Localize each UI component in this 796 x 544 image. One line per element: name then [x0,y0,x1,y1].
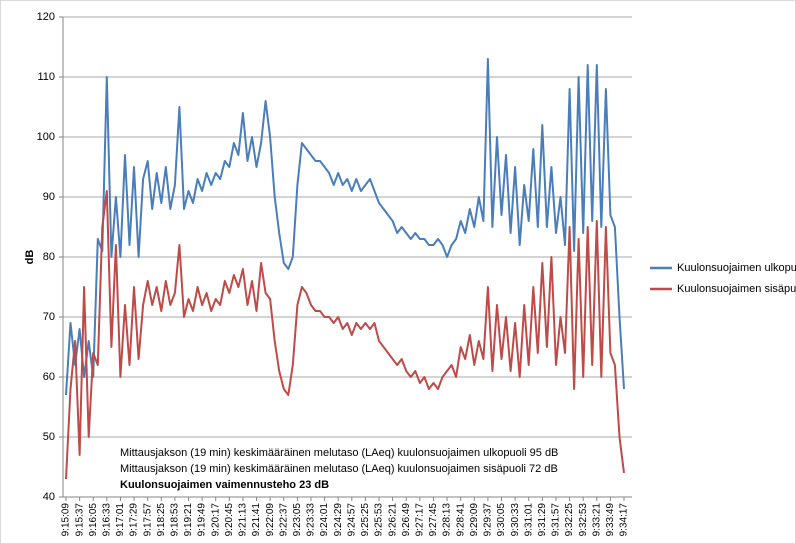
y-tick-label: 80 [43,251,55,263]
x-tick-label: 9:20:45 [224,503,235,537]
x-tick-label: 9:26:21 [387,503,398,537]
x-tick-label: 9:24:29 [333,503,344,537]
x-tick-label: 9:33:49 [605,503,616,537]
y-tick-label: 70 [43,311,55,323]
x-tick-label: 9:19:21 [183,503,194,537]
x-tick-label: 9:30:05 [496,503,507,537]
x-tick-label: 9:31:01 [523,503,534,537]
y-tick-label: 100 [37,131,55,143]
x-tick-label: 9:29:37 [483,503,494,537]
x-tick-label: 9:23:05 [292,503,303,537]
x-tick-label: 9:32:25 [564,503,575,537]
y-tick-label: 90 [43,191,55,203]
x-tick-label: 9:27:17 [414,503,425,537]
x-tick-label: 9:31:57 [551,503,562,537]
y-tick-label: 40 [43,491,55,503]
x-tick-label: 9:22:09 [265,503,276,537]
x-tick-label: 9:32:53 [578,503,589,537]
y-tick-label: 110 [37,71,55,83]
y-tick-label: 60 [43,371,55,383]
x-tick-label: 9:26:49 [401,503,412,537]
y-axis-label: dB [24,250,36,265]
annotation: Kuulonsuojaimen vaimennusteho 23 dB [120,479,329,491]
y-tick-label: 120 [37,11,55,23]
x-tick-label: 9:16:05 [88,503,99,537]
x-tick-label: 9:28:13 [442,503,453,537]
x-tick-label: 9:24:01 [319,503,330,537]
x-tick-label: 9:29:09 [469,503,480,537]
x-tick-label: 9:15:37 [74,503,85,537]
series-line [65,190,625,480]
x-tick-label: 9:18:53 [170,503,181,537]
x-tick-label: 9:25:53 [374,503,385,537]
annotation: Mittausjakson (19 min) keskimääräinen me… [120,463,558,475]
x-tick-label: 9:19:49 [197,503,208,537]
x-tick-label: 9:23:33 [306,503,317,537]
x-tick-label: 9:30:33 [510,503,521,537]
x-tick-label: 9:17:57 [142,503,153,537]
x-tick-label: 9:16:33 [101,503,112,537]
x-tick-label: 9:21:41 [251,503,262,537]
annotation: Mittausjakson (19 min) keskimääräinen me… [120,447,558,459]
x-tick-label: 9:25:25 [360,503,371,537]
legend-label: Kuulonsuojaimen sisäpuoli [677,283,796,295]
x-tick-label: 9:21:13 [238,503,249,537]
x-tick-label: 9:18:25 [156,503,167,537]
legend-label: Kuulonsuojaimen ulkopuoli [677,262,796,274]
x-tick-label: 9:17:01 [115,503,126,537]
x-tick-label: 9:15:09 [61,503,72,537]
x-tick-label: 9:28:41 [455,503,466,537]
x-tick-label: 9:17:29 [129,503,140,537]
x-tick-label: 9:24:57 [346,503,357,537]
x-tick-label: 9:20:17 [210,503,221,537]
x-tick-label: 9:22:37 [278,503,289,537]
x-tick-label: 9:27:45 [428,503,439,537]
x-tick-label: 9:31:29 [537,503,548,537]
x-tick-label: 9:34:17 [619,503,630,537]
series-line [65,58,625,396]
x-tick-label: 9:33:21 [591,503,602,537]
y-tick-label: 50 [43,431,55,443]
